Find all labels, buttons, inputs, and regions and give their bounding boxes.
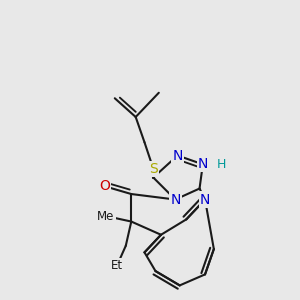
Text: Me: Me (97, 209, 115, 223)
Text: Et: Et (111, 259, 123, 272)
Text: N: N (170, 193, 181, 206)
Text: O: O (99, 179, 110, 193)
Text: S: S (149, 162, 158, 176)
Text: N: N (198, 157, 208, 171)
Text: N: N (200, 193, 210, 206)
Text: H: H (217, 158, 226, 171)
Text: N: N (172, 148, 183, 163)
Text: N: N (198, 157, 208, 171)
